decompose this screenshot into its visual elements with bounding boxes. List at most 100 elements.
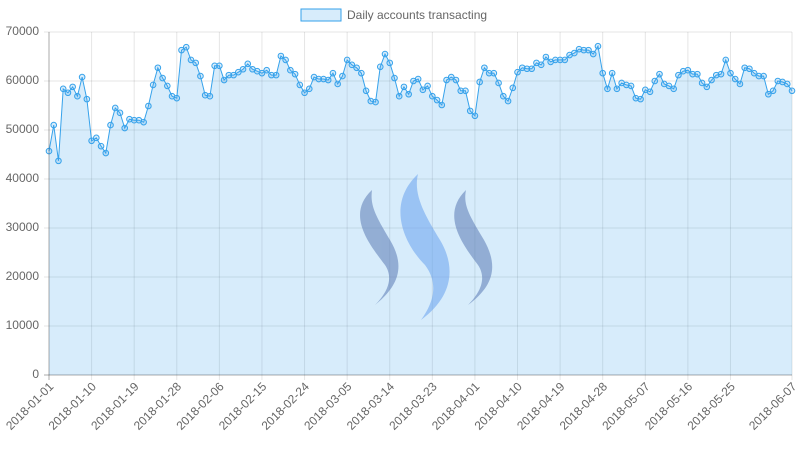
point — [102, 149, 110, 157]
point — [268, 71, 275, 79]
point — [556, 56, 564, 64]
point — [509, 84, 517, 92]
point — [301, 89, 308, 97]
point — [178, 46, 185, 54]
point — [746, 65, 753, 73]
point — [159, 74, 166, 82]
point — [64, 89, 72, 97]
point — [367, 97, 375, 105]
point — [755, 72, 763, 80]
y-tick-label: 40000 — [6, 171, 40, 185]
point — [239, 65, 247, 73]
point — [788, 87, 796, 95]
point — [334, 80, 341, 88]
point — [78, 73, 86, 81]
point — [220, 76, 228, 84]
point — [485, 69, 493, 77]
point — [372, 98, 379, 106]
point — [712, 71, 720, 79]
point — [69, 83, 76, 91]
point — [287, 66, 294, 74]
y-tick-label: 70000 — [6, 24, 40, 38]
point — [774, 77, 782, 85]
point — [211, 62, 218, 70]
point — [45, 147, 53, 155]
point — [126, 115, 133, 123]
point — [74, 92, 81, 100]
point — [462, 87, 469, 95]
point — [575, 45, 583, 53]
point — [783, 80, 791, 88]
point — [88, 137, 95, 145]
point — [571, 49, 578, 57]
point — [504, 97, 512, 105]
point — [206, 92, 214, 100]
point — [201, 91, 209, 99]
point — [329, 69, 337, 77]
point — [528, 65, 536, 73]
point — [414, 75, 422, 83]
point — [140, 118, 147, 126]
point — [665, 82, 673, 90]
point — [769, 87, 777, 95]
point — [320, 75, 327, 83]
point — [495, 79, 502, 87]
point — [291, 70, 299, 78]
y-tick-label: 50000 — [6, 122, 40, 136]
point — [694, 70, 701, 78]
x-tick-label: 2018-06-07 — [746, 379, 798, 433]
y-tick-label: 0 — [32, 367, 39, 381]
steem-logo — [360, 174, 493, 320]
point — [736, 80, 744, 88]
point — [447, 73, 455, 81]
point — [722, 56, 730, 64]
point — [116, 109, 124, 117]
point — [637, 95, 644, 103]
point — [272, 71, 280, 79]
point — [182, 43, 190, 51]
point — [173, 94, 181, 102]
point — [651, 77, 659, 85]
point — [282, 56, 289, 64]
point — [670, 85, 677, 93]
point — [523, 65, 531, 73]
legend-label: Daily accounts transacting — [347, 8, 487, 22]
point — [765, 90, 772, 98]
line — [48, 44, 793, 161]
point — [684, 66, 692, 74]
point — [760, 72, 767, 80]
point — [424, 82, 431, 90]
point — [608, 69, 616, 77]
y-tick-label: 60000 — [6, 73, 40, 87]
point — [296, 81, 304, 89]
point — [55, 157, 62, 165]
point — [197, 72, 204, 80]
point — [244, 60, 252, 68]
y-tick-label: 20000 — [6, 269, 40, 283]
point — [230, 71, 237, 79]
point — [717, 70, 725, 78]
point — [632, 94, 640, 102]
point — [362, 87, 370, 95]
point — [646, 88, 654, 96]
point — [111, 104, 119, 112]
point — [339, 72, 346, 80]
point — [400, 83, 408, 91]
point — [457, 87, 465, 95]
point — [59, 85, 67, 93]
point — [121, 124, 129, 132]
point — [623, 81, 630, 89]
point — [561, 56, 569, 64]
point — [599, 69, 607, 77]
y-tick-label: 10000 — [6, 318, 40, 332]
point — [145, 102, 152, 110]
point — [443, 76, 450, 84]
point — [452, 76, 460, 84]
point — [429, 92, 436, 100]
point — [703, 83, 711, 91]
point — [324, 76, 332, 84]
point — [490, 69, 498, 77]
point — [433, 96, 441, 104]
point — [348, 61, 356, 69]
